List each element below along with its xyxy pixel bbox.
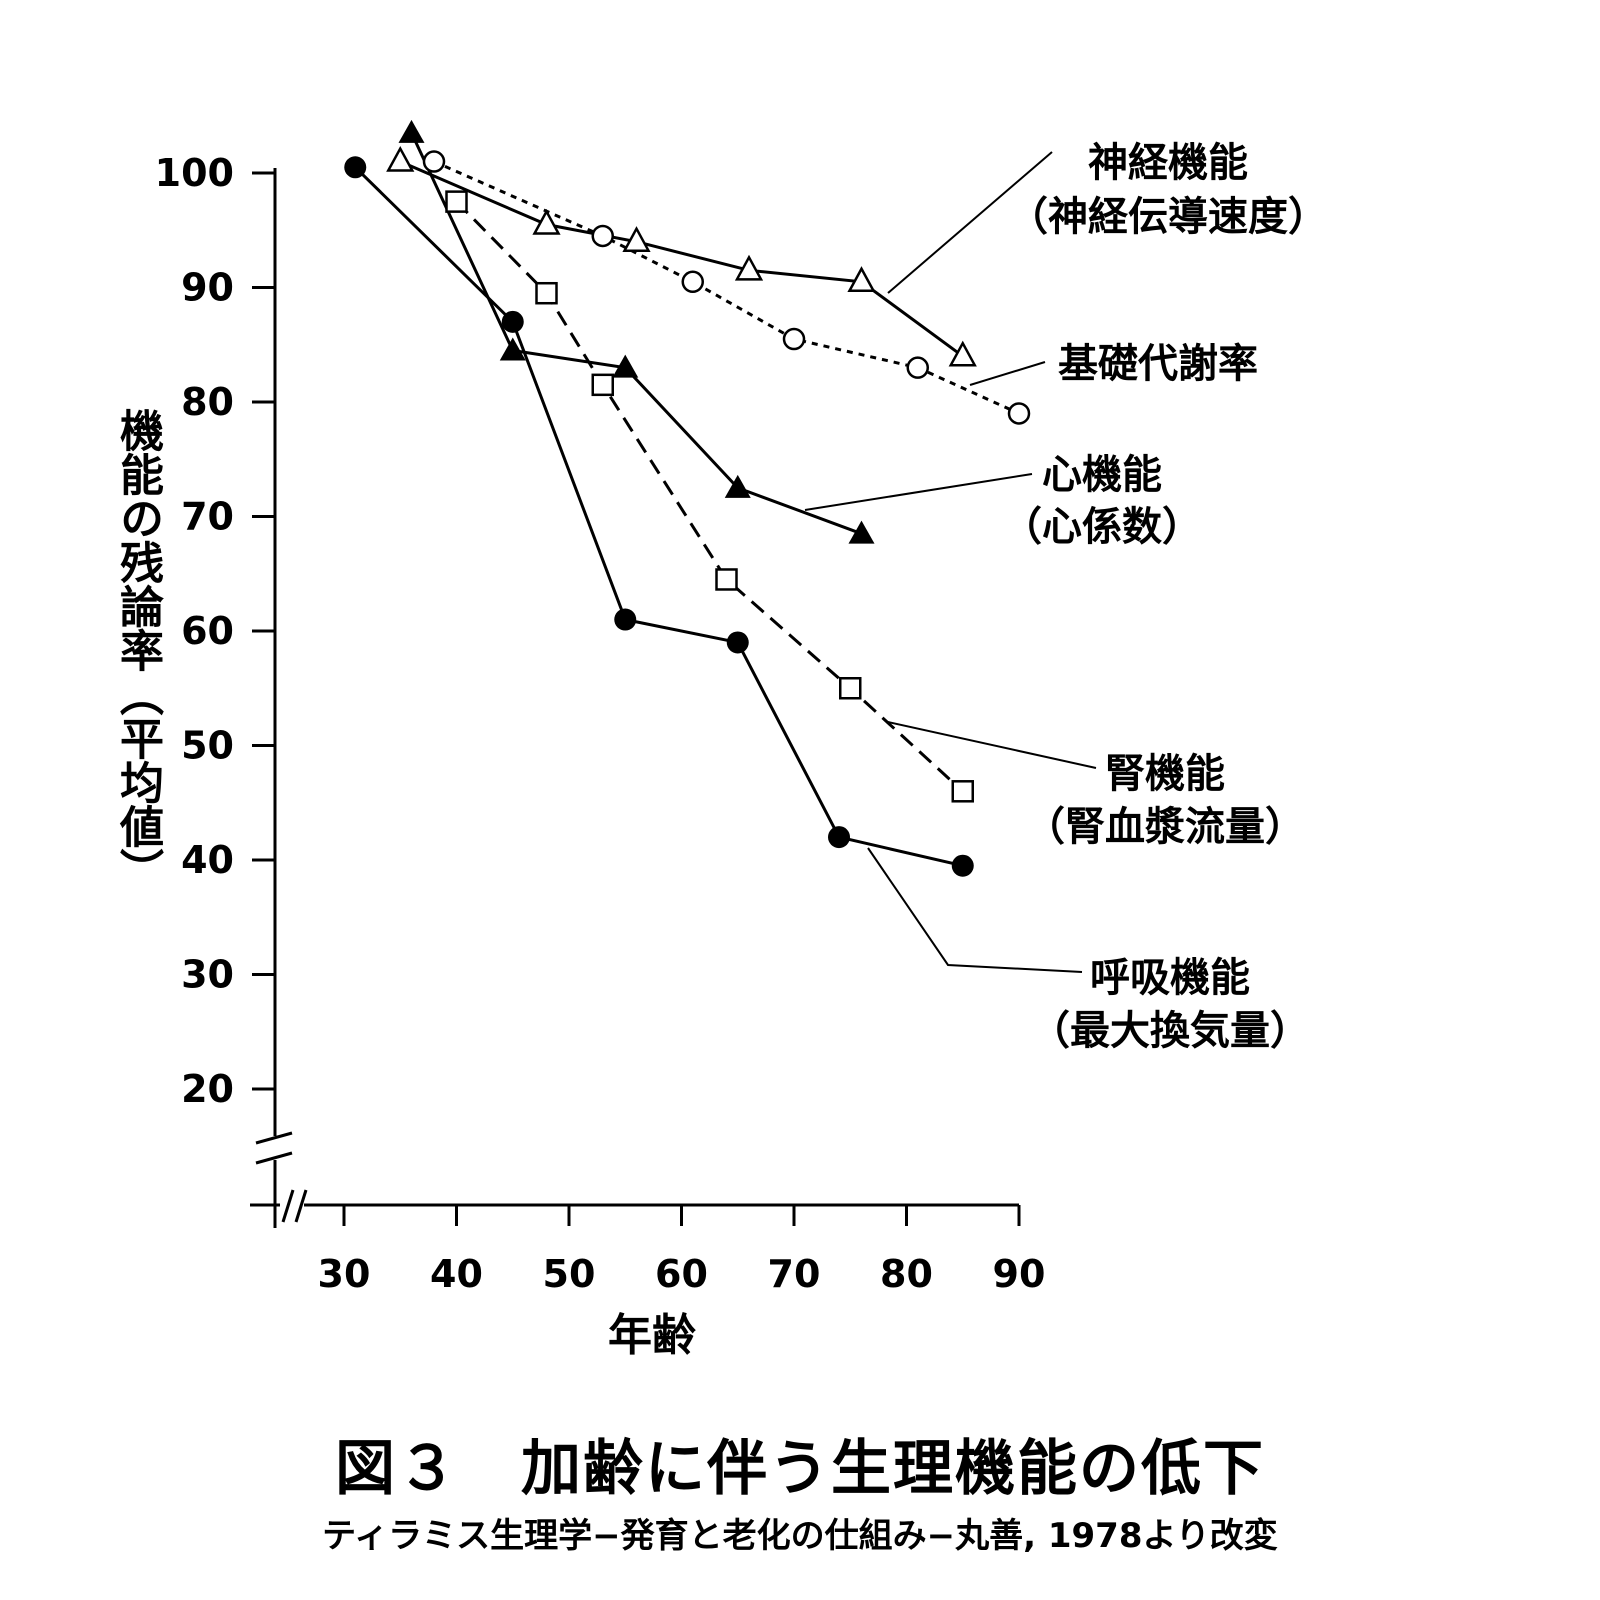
leader-line — [887, 721, 1097, 769]
y-axis-title: 機能の残論率（平均値） — [112, 408, 163, 892]
y-tick-label: 20 — [181, 1067, 234, 1111]
marker-triangle-open — [532, 208, 561, 235]
series-line-3 — [455, 200, 964, 793]
x-tick-label: 40 — [430, 1252, 483, 1296]
marker-square-open — [445, 190, 468, 213]
marker-triangle-open — [622, 226, 651, 252]
series-label-sub: （神経伝導速度） — [1008, 194, 1328, 240]
y-tick-label: 90 — [181, 266, 234, 310]
leader-line — [804, 473, 1033, 511]
x-axis-break-mark — [281, 1189, 295, 1223]
marker-circle-filled — [501, 310, 524, 333]
chart-axes — [250, 168, 1021, 1228]
marker-square-open — [951, 780, 974, 803]
series-label-name: 心機能 — [1042, 452, 1162, 498]
x-axis-break-mark — [294, 1189, 308, 1223]
marker-triangle-filled — [398, 119, 425, 143]
series-line-0 — [399, 160, 964, 358]
marker-circle-filled — [614, 608, 637, 631]
x-tick-label: 70 — [768, 1252, 821, 1296]
leader-line — [969, 361, 1046, 386]
figure-source: ティラミス生理学−発育と老化の仕組み−丸善, 1978より改変 — [322, 1516, 1278, 1556]
series-line-4 — [354, 166, 964, 868]
marker-circle-open — [906, 356, 929, 379]
marker-square-open — [535, 281, 558, 305]
y-axis-break-mark — [255, 1151, 293, 1165]
series-label-name: 呼吸機能 — [1090, 955, 1250, 1001]
marker-triangle-open — [847, 266, 876, 293]
y-tick-label: 100 — [155, 151, 234, 195]
marker-square-open — [715, 568, 738, 591]
x-tick-label: 50 — [543, 1252, 596, 1296]
marker-triangle-open — [948, 340, 977, 367]
marker-circle-open — [1007, 402, 1031, 425]
series-markers — [344, 119, 1031, 877]
series-label-name: 腎機能 — [1105, 751, 1225, 797]
marker-circle-open — [782, 327, 806, 351]
series-label-name: 基礎代謝率 — [1058, 341, 1258, 387]
x-axis-title: 年齢 — [608, 1310, 696, 1361]
y-tick-label: 80 — [181, 380, 234, 424]
series-label-sub: （心係数） — [1002, 504, 1202, 550]
leader-lines — [804, 151, 1097, 973]
figure-title: 図３ 加齢に伴う生理機能の低下 — [335, 1434, 1265, 1504]
marker-circle-filled — [828, 826, 850, 849]
tick-labels: 20 30 40 50 60 70 80 90 100 30 40 50 60 70 80 90 — [155, 151, 1046, 1296]
leader-line — [867, 847, 1083, 973]
marker-circle-filled — [726, 631, 749, 654]
y-tick-label: 60 — [181, 609, 234, 653]
series-label-sub: （最大換気量） — [1030, 1008, 1310, 1054]
y-tick-label: 40 — [181, 838, 234, 882]
marker-circle-open — [681, 270, 704, 294]
x-tick-label: 60 — [655, 1252, 708, 1296]
marker-circle-filled — [951, 854, 974, 877]
y-tick-label: 70 — [181, 495, 234, 539]
y-axis-break-mark — [255, 1131, 293, 1145]
marker-triangle-filled — [499, 337, 526, 361]
marker-triangle-filled — [612, 354, 639, 378]
marker-circle-filled — [344, 156, 367, 179]
marker-triangle-filled — [724, 474, 751, 498]
marker-triangle-open — [734, 254, 764, 281]
leader-line — [887, 151, 1053, 294]
marker-triangle-filled — [848, 520, 875, 544]
series-line-1 — [433, 160, 1020, 415]
series-label-name: 神経機能 — [1088, 140, 1248, 186]
marker-circle-open — [422, 150, 446, 173]
marker-circle-open — [591, 224, 614, 248]
x-tick-label: 80 — [880, 1252, 933, 1296]
marker-square-open — [839, 677, 862, 700]
x-tick-label: 90 — [993, 1252, 1046, 1296]
series-lines — [354, 132, 1020, 868]
marker-square-open — [591, 373, 614, 397]
x-tick-label: 30 — [318, 1252, 371, 1296]
y-tick-label: 30 — [181, 953, 234, 997]
marker-triangle-open — [386, 145, 415, 172]
y-tick-label: 50 — [181, 724, 234, 768]
series-label-sub: （腎血漿流量） — [1025, 804, 1305, 850]
